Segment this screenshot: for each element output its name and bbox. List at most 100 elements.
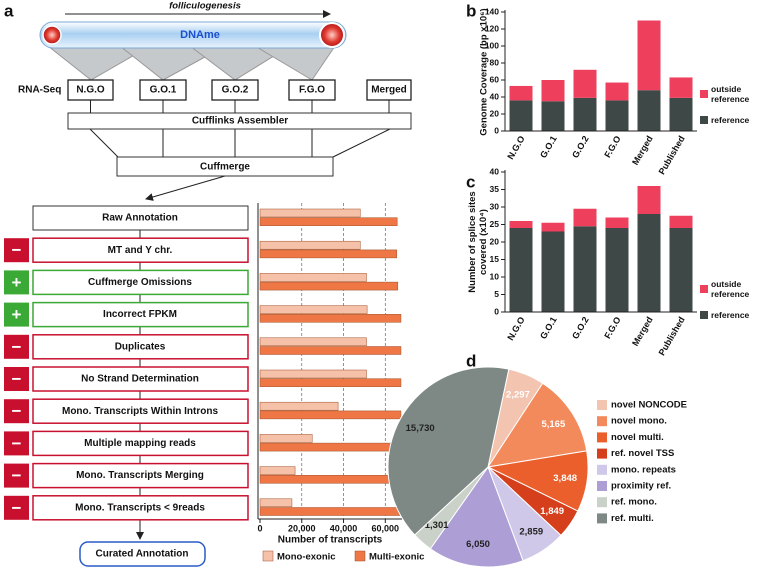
bar-segment bbox=[605, 100, 629, 131]
bar bbox=[259, 249, 398, 259]
legend-swatch bbox=[597, 432, 607, 443]
y-tick-label: 0 bbox=[494, 125, 499, 135]
legend-label: Mono-exonic bbox=[277, 552, 336, 563]
step-label: Raw Annotation bbox=[102, 213, 178, 224]
result-box bbox=[79, 541, 206, 567]
bar-segment bbox=[669, 215, 693, 228]
pie-value-label: 5,165 bbox=[541, 419, 565, 430]
step-sign-box bbox=[4, 238, 29, 263]
legend-label: mono. repeats bbox=[611, 464, 676, 475]
step-sign: − bbox=[12, 241, 22, 260]
connector bbox=[145, 175, 226, 201]
step-sign: + bbox=[12, 305, 22, 324]
bar bbox=[259, 369, 367, 379]
assembler-box bbox=[67, 112, 412, 130]
legend-swatch bbox=[700, 90, 708, 98]
step-label: Mono. Transcripts Within Introns bbox=[62, 406, 218, 417]
step-label: Multiple mapping reads bbox=[84, 438, 196, 449]
y-tick-label: 40 bbox=[490, 166, 500, 176]
legend-label: reference bbox=[711, 115, 750, 125]
y-tick-label: 120 bbox=[485, 23, 499, 33]
bar bbox=[259, 507, 402, 516]
y-tick-label: 35 bbox=[490, 184, 500, 194]
x-tick-label: 60,000 bbox=[372, 523, 400, 533]
y-tick-label: 25 bbox=[490, 219, 500, 229]
legend-label: proximity ref. bbox=[611, 481, 671, 492]
sample-label: G.O.2 bbox=[222, 85, 249, 96]
legend-label: reference bbox=[711, 310, 750, 320]
x-tick-label: G.O.1 bbox=[538, 134, 559, 160]
bar-segment bbox=[669, 97, 693, 131]
bar bbox=[259, 466, 296, 475]
step-sign-box bbox=[4, 334, 29, 359]
bar bbox=[259, 346, 402, 355]
x-tick-label: N.G.O bbox=[505, 315, 526, 342]
bar-segment bbox=[637, 20, 661, 91]
bar-segment bbox=[509, 221, 533, 228]
result-label: Curated Annotation bbox=[96, 549, 189, 560]
wedge bbox=[253, 45, 336, 81]
step-box bbox=[32, 269, 249, 296]
bar-segment bbox=[541, 231, 565, 312]
bar-segment bbox=[637, 90, 661, 131]
sample-label: N.G.O bbox=[76, 85, 105, 96]
panel-label: c bbox=[466, 172, 475, 191]
sample-label: F.G.O bbox=[299, 85, 325, 96]
step-sign: − bbox=[12, 466, 22, 485]
step-sign-box bbox=[4, 367, 29, 391]
x-tick-label: 20,000 bbox=[288, 523, 316, 533]
bar bbox=[259, 410, 402, 420]
x-tick-label: Published bbox=[657, 134, 687, 176]
y-tick-label: 0 bbox=[494, 306, 499, 316]
step-label: Mono. Transcripts < 9reads bbox=[75, 502, 205, 513]
step-box bbox=[32, 301, 249, 328]
step-label: MT and Y chr. bbox=[108, 245, 173, 256]
bar bbox=[259, 401, 339, 411]
bar-segment bbox=[509, 228, 533, 312]
x-tick-label: F.G.O bbox=[602, 134, 622, 159]
bar bbox=[259, 314, 402, 323]
x-tick-label: G.O.2 bbox=[570, 134, 591, 160]
y-tick-label: 40 bbox=[490, 91, 500, 101]
y-tick-label: 140 bbox=[485, 6, 499, 16]
bar-segment bbox=[573, 226, 597, 312]
step-box bbox=[32, 205, 249, 231]
legend-label: Multi-exonic bbox=[369, 552, 424, 563]
step-label: Mono. Transcripts Merging bbox=[76, 470, 204, 481]
step-label: Cuffmerge Omissions bbox=[88, 277, 192, 288]
y-tick-label: 20 bbox=[490, 236, 500, 246]
pie-value-label: 1,301 bbox=[425, 520, 449, 531]
pie-slice bbox=[486, 382, 588, 468]
y-tick-label: 80 bbox=[490, 57, 500, 67]
bar-segment bbox=[541, 80, 565, 102]
y-tick-label: 10 bbox=[490, 271, 500, 281]
bar-segment bbox=[605, 217, 629, 228]
assembler-label: Cufflinks Assembler bbox=[192, 116, 288, 127]
bar-segment bbox=[637, 186, 661, 214]
step-sign: − bbox=[12, 434, 22, 453]
sample-label: Merged bbox=[371, 85, 407, 96]
bar bbox=[259, 217, 398, 226]
legend-swatch bbox=[354, 550, 366, 562]
legend-swatch bbox=[262, 550, 274, 562]
step-box bbox=[32, 430, 249, 457]
pie-slice bbox=[429, 465, 524, 568]
pie-value-label: 3,848 bbox=[553, 473, 577, 484]
step-sign: − bbox=[12, 402, 22, 421]
step-sign-box bbox=[4, 270, 29, 295]
sample-box bbox=[288, 79, 336, 101]
legend-label: ref. multi. bbox=[611, 513, 654, 524]
legend-label: ref. mono. bbox=[611, 497, 657, 508]
bar-segment bbox=[669, 228, 693, 312]
sample-label: G.O.1 bbox=[150, 85, 177, 96]
bar-segment bbox=[541, 101, 565, 131]
bar-segment bbox=[509, 100, 533, 131]
oocyte bbox=[319, 22, 345, 48]
sample-box bbox=[211, 79, 259, 101]
x-axis-label: Number of transcripts bbox=[278, 535, 383, 546]
bar bbox=[259, 273, 367, 282]
bar-segment bbox=[637, 214, 661, 312]
pie-value-label: 1,849 bbox=[540, 506, 564, 517]
step-sign-box bbox=[4, 302, 29, 327]
